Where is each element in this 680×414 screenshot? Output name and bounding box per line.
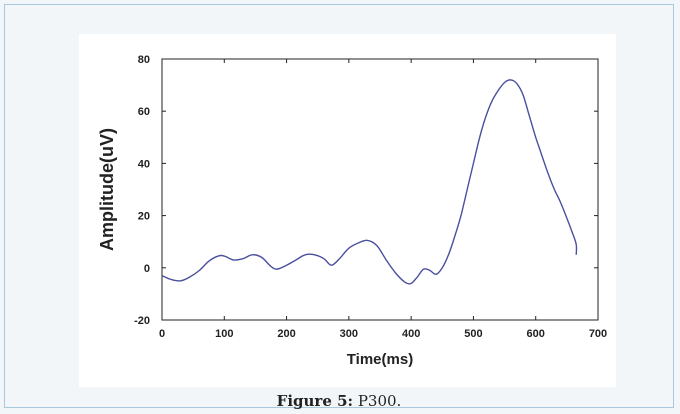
- x-tick-label: 0: [159, 328, 165, 340]
- chart-panel: 0 100 200 300 400 500 600 700 -20 0 20 40 60 80 Time(m…: [79, 34, 616, 387]
- x-axis-label: Time(ms): [347, 351, 413, 368]
- x-tick-label: 600: [527, 328, 545, 340]
- x-tick-label: 400: [402, 328, 420, 340]
- caption-label: Figure 5:: [276, 392, 354, 410]
- figure-caption: Figure 5: P300.: [5, 392, 673, 410]
- figure-frame: 0 100 200 300 400 500 600 700 -20 0 20 40 60 80 Time(m…: [4, 4, 674, 410]
- series-line-0: [161, 79, 578, 285]
- x-tick-label: 500: [464, 328, 482, 340]
- x-tick-label: 700: [589, 328, 607, 340]
- y-tick-label: 40: [138, 158, 150, 170]
- y-tick-label: 20: [138, 211, 150, 223]
- x-tick-label: 200: [277, 328, 295, 340]
- caption-text: P300.: [353, 392, 402, 410]
- y-axis-label: Amplitude(uV): [97, 128, 117, 251]
- y-tick-label: 60: [138, 106, 150, 118]
- plot-area-frame: [161, 58, 599, 321]
- line-chart: 0 100 200 300 400 500 600 700 -20 0 20 40 60 80 Time(m…: [97, 54, 607, 368]
- x-tick-label: 300: [340, 328, 358, 340]
- y-tick-label: 80: [138, 54, 150, 66]
- x-tick-label: 100: [215, 328, 233, 340]
- y-tick-label: -20: [134, 315, 150, 327]
- y-tick-label: 0: [144, 263, 150, 275]
